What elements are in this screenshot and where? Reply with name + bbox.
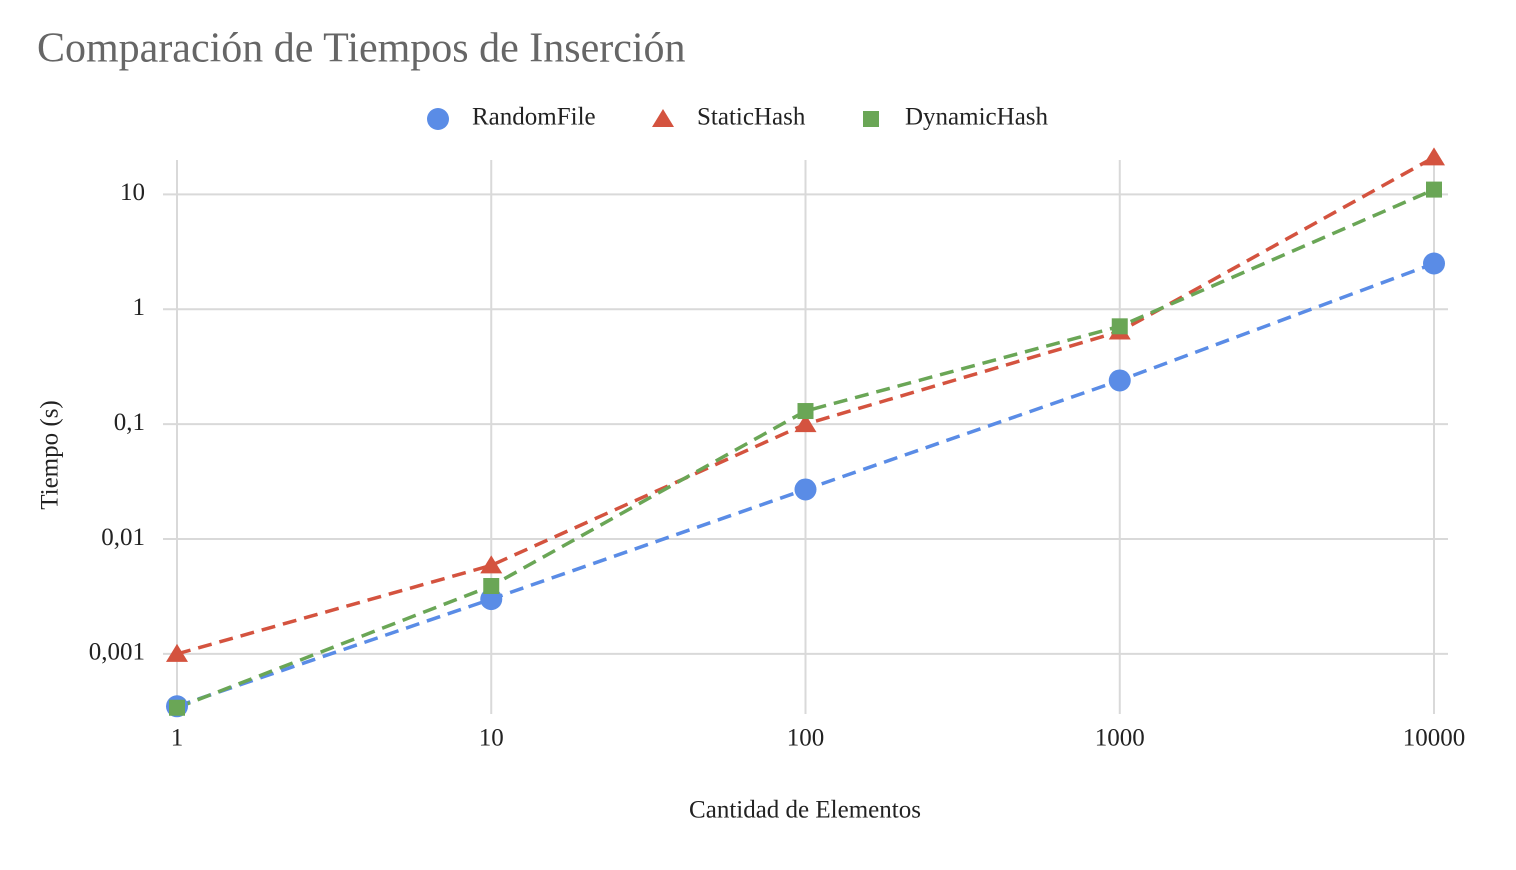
data-point [794, 414, 817, 433]
y-tick-label: 0,001 [89, 639, 145, 666]
x-tick-label: 1000 [1095, 725, 1145, 752]
legend-label: StaticHash [697, 104, 806, 131]
x-tick-label: 10 [479, 725, 504, 752]
x-tick-label: 10000 [1403, 725, 1466, 752]
y-axis-title: Tiempo (s) [37, 400, 64, 510]
data-point [483, 578, 500, 595]
chart-title: Comparación de Tiempos de Inserción [37, 26, 686, 72]
data-point [797, 403, 814, 420]
x-tick-label: 1 [171, 725, 184, 752]
data-point [169, 699, 185, 716]
data-point [166, 643, 188, 662]
y-tick-label: 1 [133, 294, 146, 321]
x-tick-label: 100 [787, 725, 825, 752]
x-axis-title: Cantidad de Elementos [689, 797, 921, 824]
legend-marker [863, 111, 879, 127]
data-point [1111, 318, 1128, 335]
data-point [794, 478, 817, 501]
y-tick-label: 0,1 [114, 409, 145, 436]
series-line [176, 187, 1435, 710]
legend-marker [427, 108, 449, 130]
data-point [1423, 147, 1445, 166]
data-point [1108, 369, 1131, 392]
y-tick-label: 10 [120, 179, 145, 206]
data-point [480, 555, 503, 574]
y-tick-label: 0,01 [101, 524, 145, 551]
legend-marker [652, 109, 674, 127]
data-point [1423, 252, 1445, 275]
legend-label: DynamicHash [905, 104, 1049, 131]
data-point [1426, 181, 1442, 198]
legend-label: RandomFile [472, 104, 596, 131]
